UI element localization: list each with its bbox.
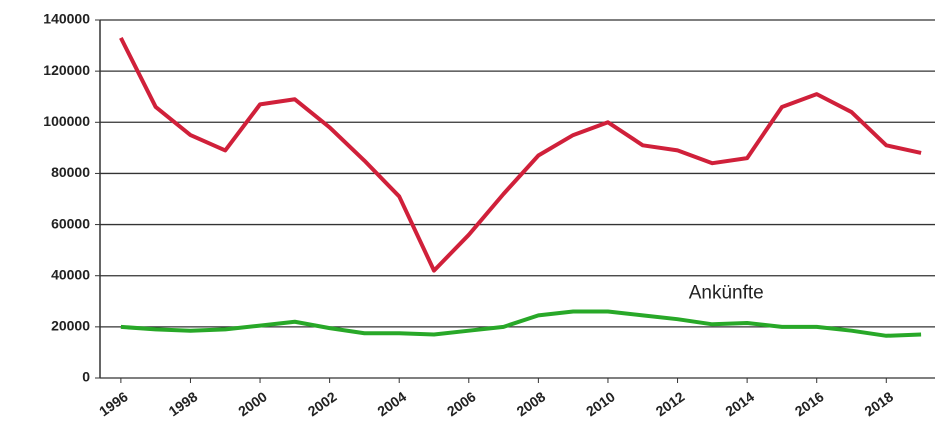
x-tick-label: 2006 [444, 388, 479, 419]
x-tick-label: 2010 [583, 388, 618, 419]
y-tick-label: 120000 [43, 62, 90, 78]
series-label: Ankünfte [689, 283, 764, 304]
x-tick-label: 2004 [374, 388, 409, 419]
y-tick-label: 140000 [43, 11, 90, 27]
x-tick-label: 2014 [722, 388, 757, 419]
series-line [120, 309, 922, 338]
x-tick-label: 2008 [514, 388, 549, 419]
x-tick-label: 2012 [653, 388, 688, 419]
series-line [119, 36, 922, 273]
x-tick-label: 2002 [305, 388, 340, 419]
y-tick-label: 100000 [43, 113, 90, 129]
x-tick-label: 2016 [792, 388, 827, 419]
x-tick-label: 2018 [861, 388, 896, 419]
x-tick-label: 1996 [96, 388, 131, 419]
y-tick-label: 80000 [51, 164, 90, 180]
y-tick-label: 60000 [51, 215, 90, 231]
y-tick-label: 0 [82, 369, 90, 385]
y-tick-label: 20000 [51, 318, 90, 334]
x-tick-label: 1998 [166, 388, 201, 419]
y-tick-label: 40000 [51, 266, 90, 282]
x-tick-label: 2000 [235, 388, 270, 419]
